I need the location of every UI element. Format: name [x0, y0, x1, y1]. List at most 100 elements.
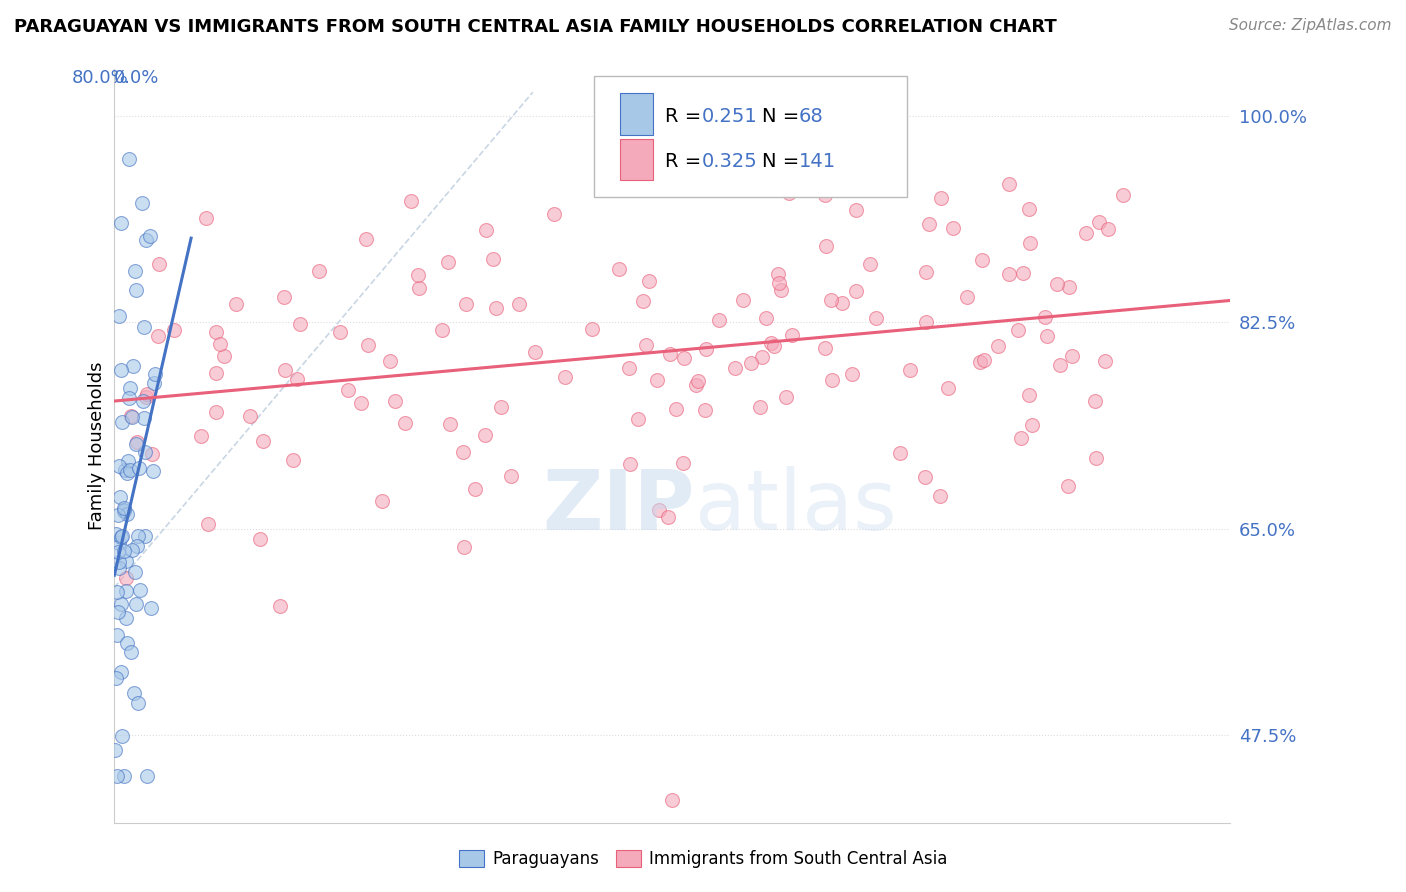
- Point: [695, 342, 717, 356]
- Point: [755, 311, 778, 326]
- Point: [125, 539, 148, 553]
- Point: [1074, 226, 1097, 240]
- FancyBboxPatch shape: [595, 76, 907, 197]
- Point: [474, 223, 496, 237]
- Point: [108, 535, 131, 549]
- Point: [508, 297, 530, 311]
- Point: [354, 232, 377, 246]
- Point: [814, 188, 837, 202]
- Point: [942, 220, 965, 235]
- Point: [865, 311, 887, 326]
- Point: [107, 555, 129, 569]
- Point: [1097, 222, 1119, 236]
- Point: [845, 284, 868, 298]
- Point: [814, 342, 837, 356]
- Point: [633, 293, 655, 308]
- Point: [889, 445, 911, 459]
- Point: [108, 309, 131, 323]
- Point: [357, 338, 380, 352]
- Point: [136, 387, 159, 401]
- Point: [124, 263, 146, 277]
- Point: [121, 542, 143, 557]
- Point: [928, 489, 950, 503]
- Point: [114, 611, 136, 625]
- Point: [936, 381, 959, 395]
- Point: [914, 470, 936, 484]
- Point: [554, 370, 576, 384]
- Point: [693, 403, 716, 417]
- Point: [399, 194, 422, 208]
- Point: [659, 347, 682, 361]
- Point: [105, 584, 128, 599]
- Y-axis label: Family Households: Family Households: [89, 362, 105, 530]
- Point: [751, 350, 773, 364]
- Point: [141, 601, 163, 615]
- Point: [269, 599, 291, 613]
- Point: [148, 257, 170, 271]
- Text: 80.0%: 80.0%: [72, 69, 128, 87]
- Point: [685, 378, 707, 392]
- Point: [350, 396, 373, 410]
- Point: [1045, 277, 1067, 291]
- Point: [841, 368, 863, 382]
- Point: [124, 597, 146, 611]
- Point: [1111, 188, 1133, 202]
- Point: [733, 293, 755, 307]
- Point: [437, 255, 460, 269]
- Point: [112, 544, 135, 558]
- Point: [619, 458, 641, 472]
- Point: [1019, 235, 1042, 250]
- Point: [134, 445, 156, 459]
- Text: 0.325: 0.325: [702, 152, 756, 171]
- Point: [110, 529, 132, 543]
- Text: 68: 68: [799, 106, 823, 126]
- Point: [162, 323, 184, 337]
- Point: [408, 281, 430, 295]
- Point: [118, 152, 141, 166]
- Point: [145, 367, 167, 381]
- Point: [125, 283, 148, 297]
- Point: [474, 428, 496, 442]
- Point: [110, 597, 132, 611]
- Point: [810, 161, 832, 175]
- Point: [1021, 417, 1043, 432]
- Point: [112, 503, 135, 517]
- Point: [135, 390, 157, 404]
- Point: [661, 793, 683, 807]
- Point: [120, 645, 142, 659]
- Point: [127, 529, 149, 543]
- Point: [108, 561, 131, 575]
- Point: [929, 191, 952, 205]
- Point: [125, 437, 148, 451]
- Point: [782, 327, 804, 342]
- Point: [775, 390, 797, 404]
- FancyBboxPatch shape: [620, 139, 654, 180]
- Point: [110, 490, 132, 504]
- Point: [543, 207, 565, 221]
- Point: [112, 504, 135, 518]
- Text: PARAGUAYAN VS IMMIGRANTS FROM SOUTH CENTRAL ASIA FAMILY HOUSEHOLDS CORRELATION C: PARAGUAYAN VS IMMIGRANTS FROM SOUTH CENT…: [14, 18, 1057, 36]
- Point: [1084, 451, 1107, 466]
- Point: [132, 411, 155, 425]
- Legend: Paraguayans, Immigrants from South Central Asia: Paraguayans, Immigrants from South Centr…: [453, 843, 953, 875]
- Point: [844, 203, 866, 218]
- Point: [124, 565, 146, 579]
- Point: [108, 458, 131, 473]
- Point: [212, 350, 235, 364]
- Point: [135, 233, 157, 247]
- Point: [499, 469, 522, 483]
- Point: [1012, 266, 1035, 280]
- Point: [439, 417, 461, 432]
- Point: [131, 195, 153, 210]
- Point: [143, 376, 166, 391]
- Point: [1088, 215, 1111, 229]
- Point: [914, 265, 936, 279]
- Point: [768, 276, 790, 290]
- Point: [281, 452, 304, 467]
- Point: [665, 402, 688, 417]
- Point: [110, 530, 132, 544]
- Text: N =: N =: [762, 106, 806, 126]
- Point: [112, 501, 135, 516]
- Point: [125, 435, 148, 450]
- Point: [821, 373, 844, 387]
